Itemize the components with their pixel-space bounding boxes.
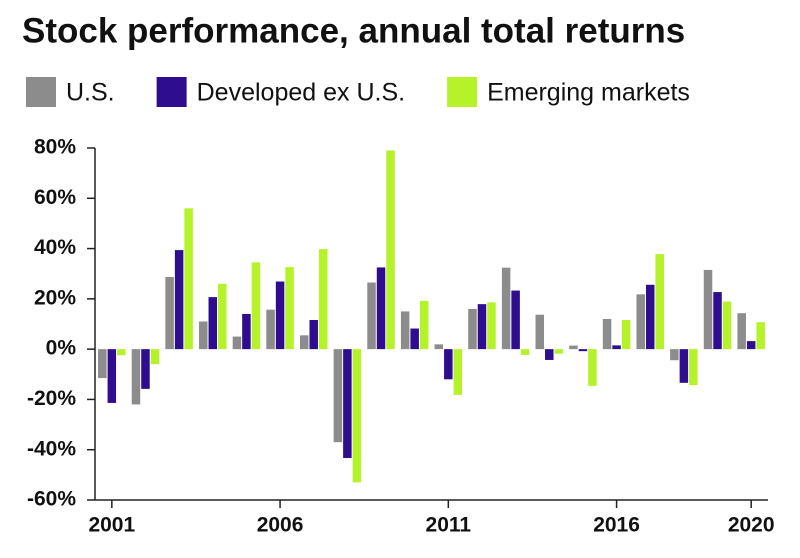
bar xyxy=(655,254,664,350)
bar xyxy=(318,249,328,350)
bar xyxy=(343,349,352,459)
bar xyxy=(352,349,362,483)
bar xyxy=(746,341,756,350)
bar xyxy=(367,282,376,350)
bar xyxy=(612,345,621,350)
x-tick-label: 2016 xyxy=(593,514,640,537)
bar xyxy=(98,349,107,379)
bar xyxy=(621,319,631,350)
bar xyxy=(737,313,746,350)
legend-swatch xyxy=(447,77,478,107)
y-tick-label: 40% xyxy=(34,236,76,259)
bar xyxy=(299,335,309,350)
bar xyxy=(199,321,208,350)
bar xyxy=(174,250,184,350)
bar xyxy=(477,304,487,350)
bar xyxy=(453,349,463,395)
bar xyxy=(679,349,689,383)
bar xyxy=(554,349,564,354)
bar xyxy=(266,309,275,350)
chart-title: Stock performance, annual total returns xyxy=(22,11,685,50)
bar xyxy=(309,319,318,350)
bar xyxy=(150,349,160,365)
y-tick-label: 20% xyxy=(34,286,76,309)
bar xyxy=(722,301,732,350)
bar xyxy=(578,349,588,352)
bar xyxy=(511,290,520,350)
bar xyxy=(251,262,261,350)
legend-label: Emerging markets xyxy=(487,79,690,107)
bar xyxy=(588,349,597,386)
bar xyxy=(131,349,141,405)
bar xyxy=(645,284,655,350)
bar xyxy=(232,336,242,350)
bar xyxy=(242,313,251,350)
bar xyxy=(545,349,554,360)
bar xyxy=(184,208,193,350)
bar xyxy=(501,267,511,350)
bar xyxy=(386,150,395,350)
legend-label: U.S. xyxy=(66,79,115,107)
bar xyxy=(165,276,174,350)
bar xyxy=(713,292,722,350)
bar xyxy=(410,328,419,350)
bar xyxy=(468,308,477,350)
y-tick-label: -20% xyxy=(27,387,76,410)
bar xyxy=(419,300,429,350)
bar xyxy=(208,297,218,350)
bar xyxy=(756,322,765,350)
x-tick-label: 2011 xyxy=(426,514,472,537)
bar xyxy=(218,283,227,350)
legend-swatch xyxy=(156,77,187,107)
bar xyxy=(285,267,294,350)
bar xyxy=(569,345,578,350)
bar xyxy=(689,349,698,386)
bar xyxy=(444,349,453,380)
x-tick-label: 2006 xyxy=(257,514,304,537)
y-tick-label: 0% xyxy=(46,337,77,360)
bar xyxy=(535,314,545,350)
bar xyxy=(487,302,496,350)
bar xyxy=(703,269,713,350)
y-tick-label: -40% xyxy=(27,437,76,460)
bar xyxy=(376,267,386,350)
bar xyxy=(107,349,117,403)
x-tick-label: 2020 xyxy=(728,514,775,537)
y-tick-label: -60% xyxy=(27,488,76,511)
bar xyxy=(670,349,679,361)
y-tick-label: 80% xyxy=(34,136,76,159)
x-tick-label: 2001 xyxy=(88,514,135,537)
bar xyxy=(434,344,444,350)
bar xyxy=(117,349,126,356)
bar xyxy=(141,349,150,389)
bar xyxy=(275,281,285,350)
bar xyxy=(333,349,343,443)
legend-swatch xyxy=(26,77,56,107)
bar xyxy=(636,294,645,350)
bar xyxy=(602,318,612,350)
bar xyxy=(520,349,530,355)
bar xyxy=(400,311,410,350)
y-tick-label: 60% xyxy=(34,186,76,209)
legend-label: Developed ex U.S. xyxy=(197,79,405,107)
